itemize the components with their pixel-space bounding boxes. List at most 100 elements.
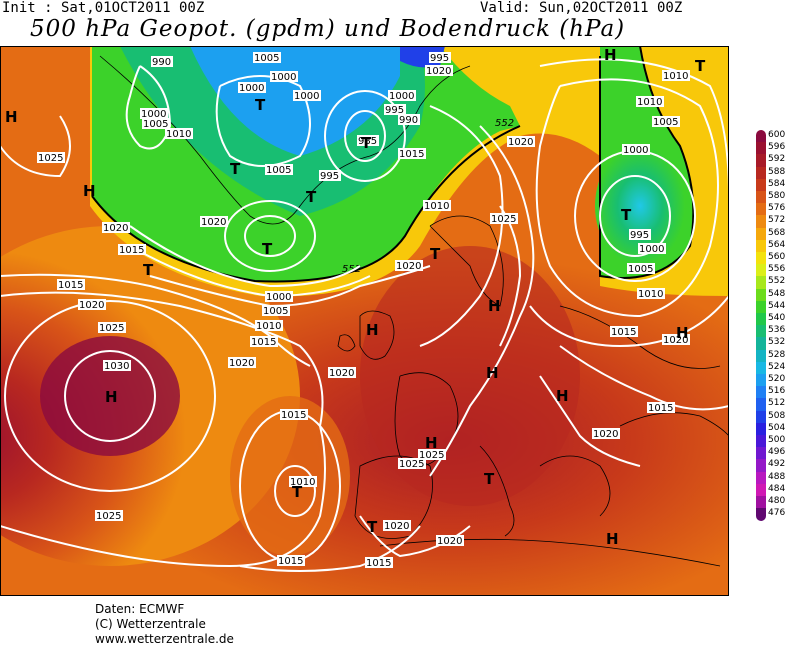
- isobar-1000: [129, 225, 361, 288]
- low-center-marker: T: [484, 470, 495, 488]
- isobar-label: 1015: [648, 403, 673, 414]
- isobar-label: 995: [320, 171, 339, 182]
- scale-label: 488: [768, 471, 786, 482]
- scale-label: 476: [768, 508, 786, 519]
- scale-label: 504: [768, 422, 786, 433]
- low-center-marker: T: [143, 261, 154, 279]
- scale-label: 580: [768, 191, 786, 201]
- isobar-label: 995: [385, 105, 404, 116]
- scale-label: 564: [768, 239, 786, 250]
- isobar-label: 1030: [104, 361, 129, 372]
- isobar-label: 1005: [263, 306, 288, 317]
- isobar-1005-east: [535, 78, 719, 318]
- isobar-label: 1010: [290, 477, 315, 488]
- isobar-label: 1020: [329, 368, 354, 379]
- isobar-label: 1015: [611, 327, 636, 338]
- isobar-label: 1005: [254, 53, 279, 64]
- eastern-europe-border: [559, 305, 721, 369]
- balkan-coast: [539, 455, 611, 517]
- isobar-990-low: [224, 200, 316, 272]
- credits-block: Daten: ECMWF (C) Wetterzentrale www.wett…: [95, 602, 234, 647]
- isobar-label: 1015: [281, 410, 306, 421]
- scale-label: 500: [768, 435, 786, 445]
- isobar-label: 1025: [38, 153, 63, 164]
- scale-swatch: [756, 496, 766, 509]
- isobar-label: 1020: [384, 521, 409, 532]
- isobar-label: 1015: [119, 245, 144, 256]
- isobar-1015-east: [559, 345, 729, 411]
- scale-swatch: [756, 483, 766, 497]
- scale-swatch: [756, 264, 766, 277]
- scale-label: 552: [768, 276, 786, 287]
- isobar-labels: 990 1005 1000 1000 1010 1000 1005 1000 1…: [37, 52, 690, 569]
- scale-swatch: [756, 288, 766, 302]
- scale-label: 548: [768, 288, 786, 299]
- isobar-1025-scand: [499, 205, 522, 347]
- scale-swatch: [756, 374, 766, 387]
- scale-swatch: [756, 239, 766, 253]
- isobar-label: 1025: [399, 459, 424, 470]
- isobar-label: 1025: [99, 323, 124, 334]
- isobar-label: 1015: [399, 149, 424, 160]
- scale-label: 572: [768, 215, 786, 226]
- scale-label: 520: [768, 374, 786, 384]
- isobar-985-low-b: [344, 110, 386, 162]
- scale-swatch: [756, 337, 766, 351]
- scale-swatch: [756, 203, 766, 216]
- eastern-low-core: [595, 146, 685, 266]
- isobar-label: 1020: [396, 261, 421, 272]
- isobar-label: 1020: [229, 358, 254, 369]
- isobar-label: 1020: [437, 536, 462, 547]
- low-center-marker: T: [361, 134, 372, 152]
- isobar-label: 995: [630, 230, 649, 241]
- init-time-label: Init : Sat,01OCT2011 00Z: [2, 0, 205, 16]
- low-center-marker: T: [430, 245, 441, 263]
- ireland-coast: [337, 334, 356, 352]
- scale-swatch: [756, 325, 766, 338]
- central-europe-warm-field: [360, 246, 580, 506]
- scale-label: 596: [768, 142, 786, 153]
- low-center-marker: T: [695, 57, 706, 75]
- isobar-label: 1010: [424, 201, 449, 212]
- scale-label: 524: [768, 361, 786, 372]
- isobar-label: 1020: [426, 66, 451, 77]
- scale-label: 528: [768, 349, 786, 360]
- isobar-1015-north: [419, 105, 504, 347]
- map-frame: [0, 46, 729, 596]
- high-center-marker: H: [486, 364, 499, 382]
- low-center-marker: T: [306, 188, 317, 206]
- africa-coast: [379, 538, 721, 567]
- scale-label: 512: [768, 398, 786, 409]
- scale-swatch: [756, 459, 766, 473]
- scale-swatch: [756, 276, 766, 290]
- greenland-coast: [99, 55, 471, 225]
- scale-label: 584: [768, 178, 786, 189]
- low-center-marker: T: [367, 518, 378, 536]
- scale-label: 492: [768, 459, 786, 470]
- credits-data-source: Daten: ECMWF: [95, 602, 185, 616]
- scale-swatch: [756, 471, 766, 485]
- scale-label: 588: [768, 166, 786, 177]
- weather-map: 552 552: [0, 46, 729, 596]
- valid-time-label: Valid: Sun,02OCT2011 00Z: [480, 0, 683, 16]
- pressure-centers: H H H H H H H H H H H T T T T T T T T T …: [5, 46, 706, 548]
- isobar-label: 1015: [251, 337, 276, 348]
- high-center-marker: H: [425, 434, 438, 452]
- scale-swatch: [756, 215, 766, 229]
- scale-label: 560: [768, 252, 786, 262]
- isobar-label: 1010: [638, 289, 663, 300]
- scale-swatch: [756, 447, 766, 460]
- credits-copyright: (C) Wetterzentrale: [95, 617, 206, 631]
- scale-label: 556: [768, 264, 786, 275]
- low-center-marker: T: [292, 483, 303, 501]
- italy-coast: [479, 445, 515, 537]
- isobar-label: 1015: [58, 280, 83, 291]
- isobar-label: 1000: [141, 109, 166, 120]
- scandinavia-coast: [429, 215, 504, 307]
- isobar-label: 1010: [637, 97, 662, 108]
- scale-label: 600: [768, 130, 786, 140]
- isobar-995-low: [324, 90, 406, 182]
- isobar-label: 1025: [419, 450, 444, 461]
- scale-label: 480: [768, 496, 786, 506]
- isobar-label: 1000: [239, 83, 264, 94]
